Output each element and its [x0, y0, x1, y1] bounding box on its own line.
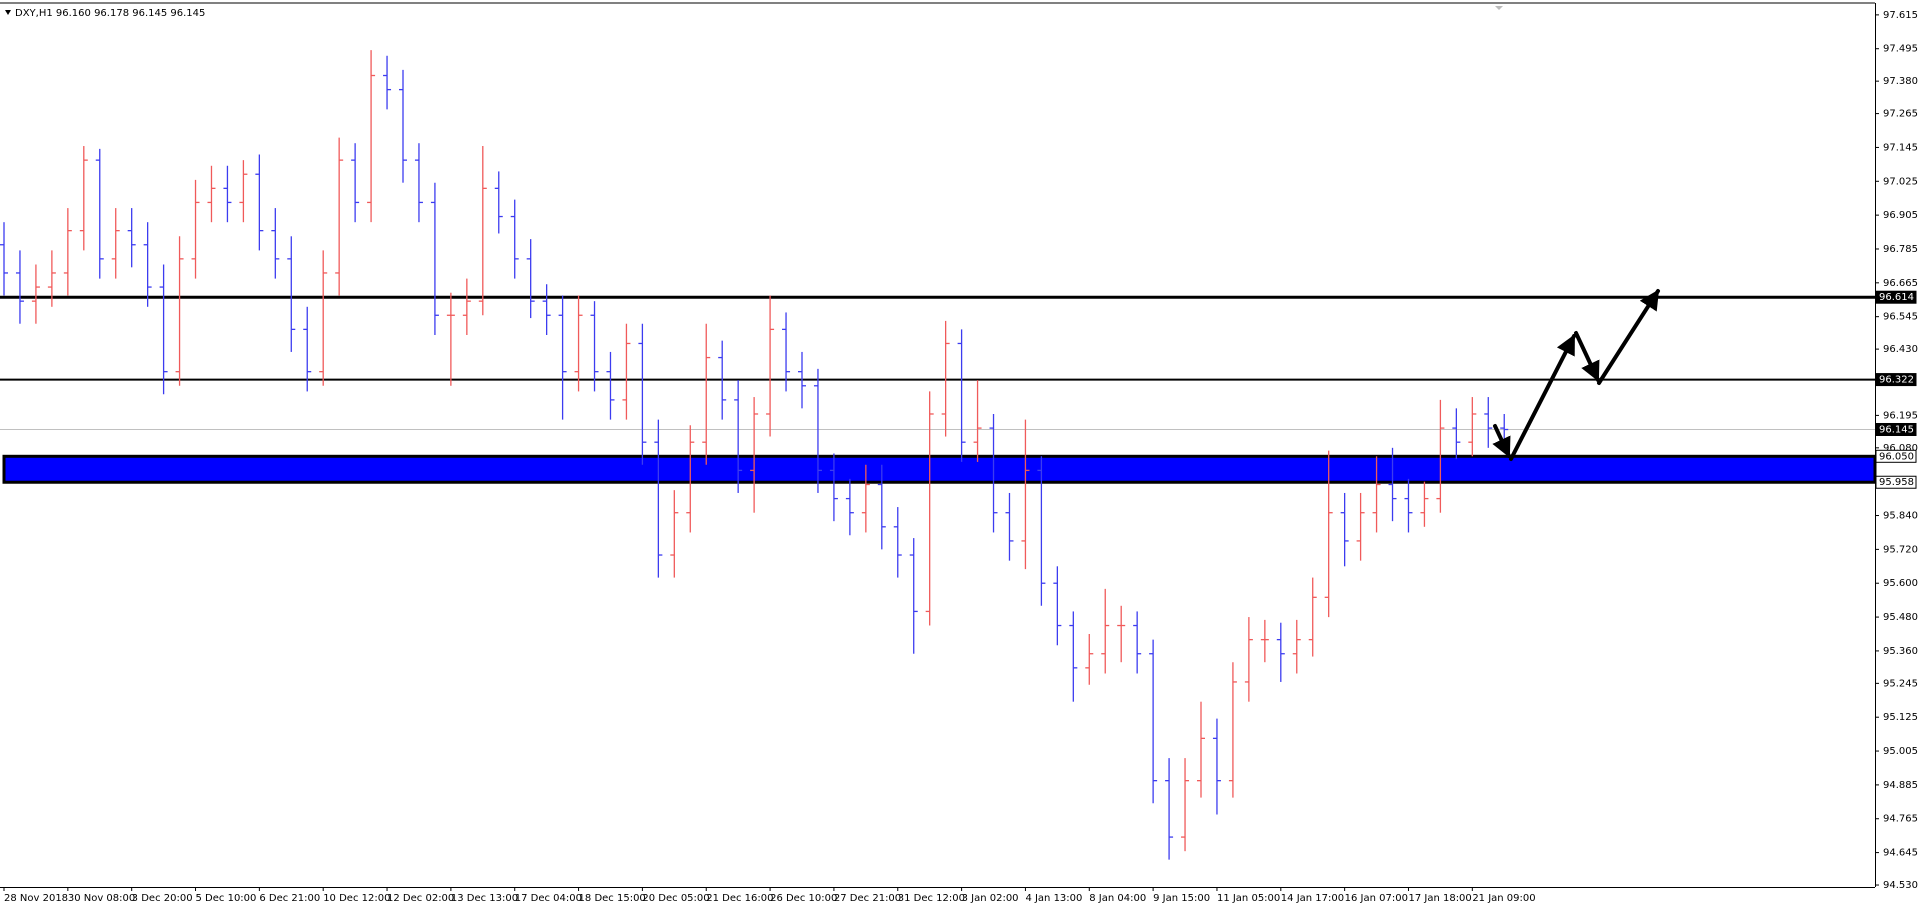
- x-tick-label: 27 Dec 21:00: [834, 893, 901, 904]
- y-tick-label: 97.380: [1883, 76, 1918, 87]
- y-tick-label: 97.145: [1883, 142, 1918, 153]
- x-tick-label: 17 Jan 18:00: [1408, 893, 1471, 904]
- x-tick-label: 21 Jan 09:00: [1472, 893, 1535, 904]
- y-tick-label: 97.025: [1883, 176, 1918, 187]
- arrow: [1597, 289, 1660, 385]
- x-tick-label: 16 Jan 07:00: [1345, 893, 1408, 904]
- x-tick-label: 17 Dec 04:00: [515, 893, 582, 904]
- level-label: 96.614: [1879, 292, 1914, 303]
- x-tick-label: 31 Dec 12:00: [898, 893, 965, 904]
- x-tick-label: 21 Dec 16:00: [706, 893, 773, 904]
- y-tick-label: 94.885: [1883, 780, 1918, 791]
- y-tick-label: 94.765: [1883, 814, 1918, 825]
- zone-label: 95.958: [1879, 477, 1914, 488]
- x-tick-label: 3 Jan 02:00: [962, 893, 1019, 904]
- level-label-box: [1875, 373, 1917, 387]
- x-tick-label: 3 Dec 20:00: [132, 893, 193, 904]
- zone-label: 96.050: [1879, 451, 1914, 462]
- y-tick-label: 96.785: [1883, 244, 1918, 255]
- arrow: [1492, 424, 1511, 458]
- zone-label-box: [1875, 449, 1917, 463]
- y-tick-label: 94.530: [1883, 880, 1918, 891]
- axis-labels: 97.615 97.495 97.380 97.265 97.145 97.025 96.9…: [4, 10, 1918, 904]
- y-tick-label: 96.080: [1883, 443, 1918, 454]
- plot: [0, 14, 1879, 891]
- current-price-label-box: [1875, 422, 1917, 436]
- y-tick-label: 97.265: [1883, 109, 1918, 120]
- y-tick-label: 97.495: [1883, 44, 1918, 55]
- chart-title: DXY,H1 96.160 96.178 96.145 96.145: [15, 8, 205, 19]
- x-tick-label: 9 Jan 15:00: [1153, 893, 1210, 904]
- y-tick-label: 94.645: [1883, 848, 1918, 859]
- y-tick-label: 95.005: [1883, 746, 1918, 757]
- y-tick-label: 97.615: [1883, 10, 1918, 21]
- x-tick-label: 11 Jan 05:00: [1217, 893, 1280, 904]
- x-tick-label: 6 Dec 21:00: [259, 893, 320, 904]
- zone: [2, 454, 1877, 484]
- y-tick-label: 95.600: [1883, 578, 1918, 589]
- level-label-box: [1875, 290, 1917, 304]
- x-tick-label: 5 Dec 10:00: [196, 893, 257, 904]
- x-tick-label: 13 Dec 13:00: [451, 893, 518, 904]
- x-tick-label: 12 Dec 02:00: [387, 893, 454, 904]
- current-price-label: 96.145: [1879, 424, 1914, 435]
- level-label: 96.322: [1879, 375, 1914, 386]
- annotation-arrows: [1492, 289, 1660, 461]
- x-tick-label: 14 Jan 17:00: [1281, 893, 1344, 904]
- y-tick-label: 95.245: [1883, 678, 1918, 689]
- x-tick-label: 8 Jan 04:00: [1089, 893, 1146, 904]
- y-tick-label: 96.430: [1883, 344, 1918, 355]
- y-tick-label: 96.195: [1883, 410, 1918, 421]
- x-tick-label: 10 Dec 12:00: [323, 893, 390, 904]
- y-tick-label: 96.545: [1883, 312, 1918, 323]
- zone-label-box: [1875, 475, 1917, 489]
- arrow: [1574, 331, 1600, 382]
- y-tick-label: 96.665: [1883, 278, 1918, 289]
- x-tick-label: 4 Jan 13:00: [1025, 893, 1082, 904]
- y-tick-label: 95.360: [1883, 646, 1918, 657]
- x-tick-label: 18 Dec 15:00: [579, 893, 646, 904]
- x-tick-label: 30 Nov 08:00: [68, 893, 135, 904]
- arrow: [1509, 334, 1576, 461]
- y-tick-label: 96.905: [1883, 210, 1918, 221]
- shift-marker: [1495, 6, 1503, 10]
- x-tick-label: 28 Nov 2018: [4, 893, 68, 904]
- menu-glyph: [5, 10, 11, 15]
- y-tick-label: 95.125: [1883, 712, 1918, 723]
- y-tick-label: 95.720: [1883, 544, 1918, 555]
- x-tick-label: 20 Dec 05:00: [642, 893, 709, 904]
- y-tick-label: 95.480: [1883, 612, 1918, 623]
- y-tick-label: 95.840: [1883, 511, 1918, 522]
- x-tick-label: 26 Dec 10:00: [770, 893, 837, 904]
